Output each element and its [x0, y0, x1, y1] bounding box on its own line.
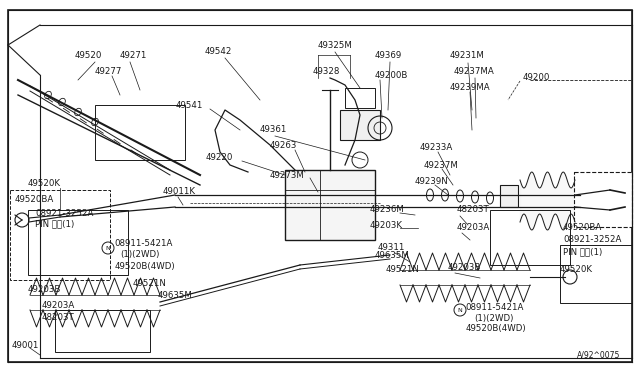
Text: PIN ピン(1): PIN ピン(1) — [35, 219, 74, 228]
Bar — [345, 88, 375, 108]
Text: 48203T: 48203T — [42, 314, 75, 323]
Text: 49635M: 49635M — [158, 292, 193, 301]
Text: 49325M: 49325M — [318, 41, 353, 49]
Text: N: N — [106, 246, 110, 250]
Bar — [560, 245, 632, 303]
Text: 49520BA: 49520BA — [563, 224, 602, 232]
Text: 49231M: 49231M — [450, 51, 485, 61]
Text: 49271: 49271 — [120, 51, 147, 60]
Bar — [28, 210, 128, 275]
Bar — [490, 210, 570, 265]
Text: 48203T: 48203T — [457, 205, 490, 215]
Text: 49233A: 49233A — [420, 144, 453, 153]
Text: 49239N: 49239N — [415, 177, 449, 186]
Text: 49541: 49541 — [176, 100, 204, 109]
Text: 49239MA: 49239MA — [450, 83, 491, 93]
Text: 49520K: 49520K — [28, 179, 61, 187]
Text: 49203B: 49203B — [28, 285, 61, 295]
Text: 49203A: 49203A — [42, 301, 76, 310]
Text: 49203A: 49203A — [457, 224, 490, 232]
Bar — [500, 185, 518, 207]
Text: 08911-5421A: 08911-5421A — [114, 240, 172, 248]
Text: 49311: 49311 — [378, 244, 405, 253]
Text: 49200B: 49200B — [375, 71, 408, 80]
Text: 49521N: 49521N — [386, 266, 420, 275]
Text: 49521N: 49521N — [133, 279, 167, 288]
Bar — [55, 310, 150, 352]
Text: 49520BA: 49520BA — [15, 196, 54, 205]
Text: 49520B(4WD): 49520B(4WD) — [115, 262, 175, 270]
Text: 49635M: 49635M — [375, 250, 410, 260]
Text: 49200: 49200 — [523, 74, 550, 83]
Text: 49001: 49001 — [12, 340, 40, 350]
Text: 49273M: 49273M — [270, 170, 305, 180]
Text: 08911-5421A: 08911-5421A — [465, 302, 524, 311]
Text: 49542: 49542 — [205, 48, 232, 57]
Text: N: N — [458, 308, 462, 312]
Text: 49220: 49220 — [206, 154, 234, 163]
Text: 08921-3252A: 08921-3252A — [35, 208, 93, 218]
Bar — [95, 105, 185, 160]
Text: 49263: 49263 — [270, 141, 298, 150]
Text: PIN ピン(1): PIN ピン(1) — [563, 247, 602, 257]
Text: 49369: 49369 — [375, 51, 403, 61]
Text: 49011K: 49011K — [163, 187, 196, 196]
Text: (1)(2WD): (1)(2WD) — [474, 314, 513, 323]
Text: A/92^0075: A/92^0075 — [577, 350, 620, 359]
Text: 49237M: 49237M — [424, 160, 459, 170]
Text: 49328: 49328 — [313, 67, 340, 77]
Text: 08921-3252A: 08921-3252A — [563, 235, 621, 244]
Text: 49520B(4WD): 49520B(4WD) — [466, 324, 527, 334]
Bar — [10, 190, 110, 280]
Text: 49236M: 49236M — [370, 205, 405, 215]
Text: (1)(2WD): (1)(2WD) — [120, 250, 159, 260]
Text: 49520: 49520 — [75, 51, 102, 60]
Text: 49520K: 49520K — [560, 266, 593, 275]
Bar — [340, 110, 380, 140]
Bar — [574, 172, 632, 227]
Text: 49203K: 49203K — [370, 221, 403, 230]
Text: 49277: 49277 — [95, 67, 122, 77]
Text: 49361: 49361 — [260, 125, 287, 135]
Text: 49203B: 49203B — [448, 263, 481, 273]
Text: 49237MA: 49237MA — [454, 67, 495, 77]
Bar — [285, 170, 375, 240]
